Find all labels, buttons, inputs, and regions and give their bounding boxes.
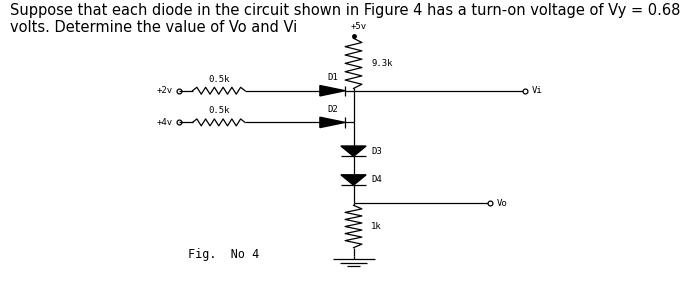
Polygon shape [320,117,345,128]
Text: Fig.  No 4: Fig. No 4 [188,248,260,262]
Text: +2v: +2v [157,86,173,95]
Text: 0.5k: 0.5k [208,75,230,84]
Text: +4v: +4v [157,118,173,127]
Text: 0.5k: 0.5k [208,106,230,115]
Text: Suppose that each diode in the circuit shown in Figure 4 has a turn-on voltage o: Suppose that each diode in the circuit s… [10,3,680,35]
Text: Vi: Vi [532,86,542,95]
Text: 1k: 1k [371,222,382,231]
Polygon shape [341,175,366,185]
Text: D3: D3 [371,147,382,156]
Text: D4: D4 [371,175,382,185]
Polygon shape [341,146,366,156]
Text: 9.3k: 9.3k [371,59,393,68]
Text: +5v: +5v [351,22,368,31]
Polygon shape [320,86,345,96]
Text: D2: D2 [327,105,338,114]
Text: D1: D1 [327,73,338,82]
Text: Vo: Vo [497,198,508,208]
